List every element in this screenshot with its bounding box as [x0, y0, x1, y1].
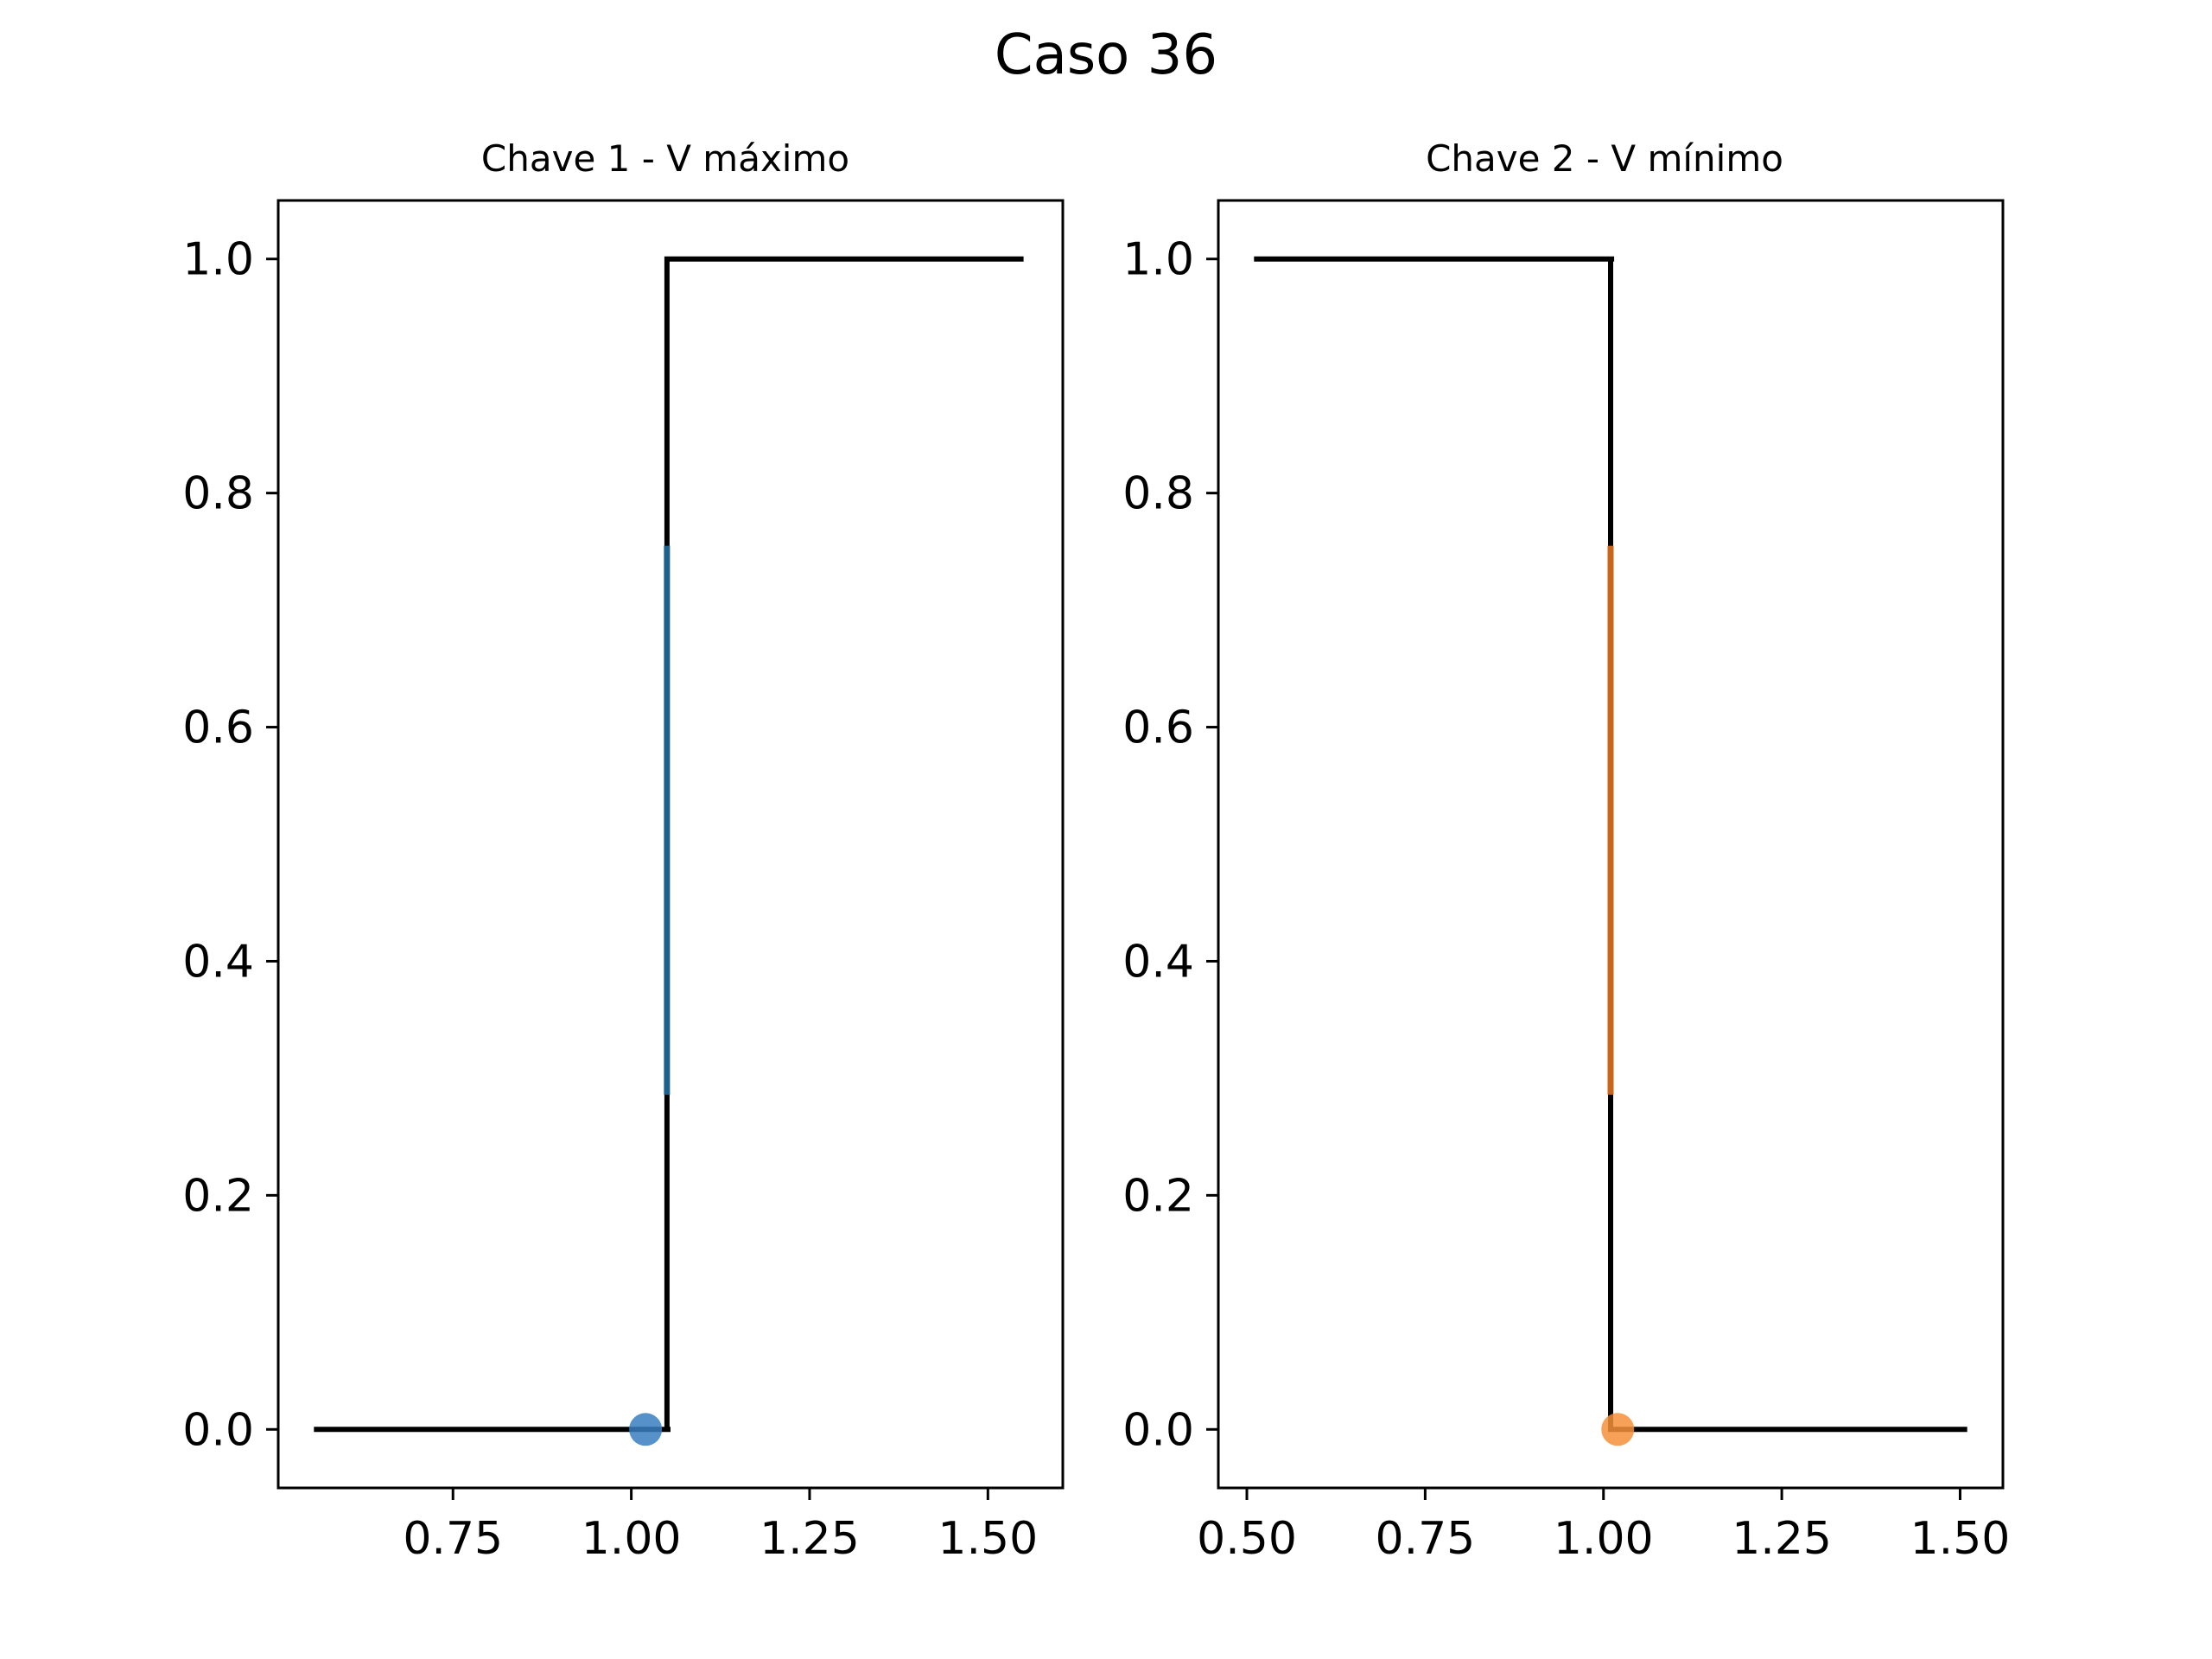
y-tick-label: 0.8	[182, 468, 254, 520]
figure-suptitle: Caso 36	[995, 23, 1217, 87]
y-tick-label: 1.0	[1122, 234, 1194, 286]
x-tick-label: 1.25	[760, 1513, 860, 1565]
subplot-chave-2: Chave 2 - V mínimo 0.0 0.2 0.4 0.6 0.8 1.0 0.5…	[1122, 137, 2010, 1565]
x-tick-label: 1.50	[1910, 1513, 2011, 1565]
data-marker	[629, 1413, 663, 1446]
y-tick-label: 0.4	[1122, 936, 1194, 988]
axes-frame	[1217, 199, 2005, 1490]
y-tick-label: 0.2	[1122, 1170, 1194, 1222]
subplot-title: Chave 2 - V mínimo	[1426, 137, 1783, 180]
y-tick-label: 0.6	[182, 702, 254, 754]
data-marker	[1601, 1413, 1635, 1446]
y-tick-label: 0.0	[182, 1404, 254, 1456]
y-tick-label: 0.0	[1122, 1404, 1194, 1456]
y-tick-label: 0.2	[182, 1170, 254, 1222]
x-tick-label: 0.75	[403, 1513, 503, 1565]
subplot-chave-1: Chave 1 - V máximo 0.0 0.2 0.4 0.6 0.8 1.0 0.7…	[182, 137, 1065, 1565]
x-tick-label: 1.00	[582, 1513, 682, 1565]
axes-frame	[276, 199, 1065, 1490]
y-tick-label: 0.6	[1122, 702, 1194, 754]
step-line	[1254, 256, 1967, 1433]
subplot-title: Chave 1 - V máximo	[481, 137, 849, 180]
y-tick-label: 0.8	[1122, 468, 1194, 520]
y-tick-label: 1.0	[182, 234, 254, 286]
x-tick-label: 1.50	[938, 1513, 1038, 1565]
x-tick-label: 0.50	[1197, 1513, 1297, 1565]
x-tick-label: 0.75	[1375, 1513, 1475, 1565]
y-tick-label: 0.4	[182, 936, 254, 988]
x-tick-label: 1.00	[1554, 1513, 1654, 1565]
x-tick-label: 1.25	[1732, 1513, 1832, 1565]
step-line	[314, 256, 1024, 1433]
